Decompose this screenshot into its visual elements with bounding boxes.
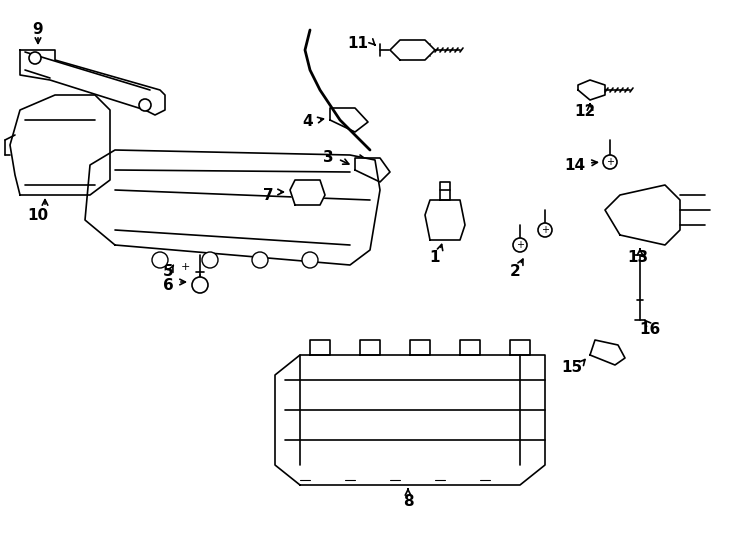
Text: 3: 3 [323, 151, 333, 165]
Polygon shape [460, 340, 480, 355]
Polygon shape [590, 340, 625, 365]
Circle shape [152, 252, 168, 268]
Polygon shape [440, 182, 450, 200]
Polygon shape [605, 185, 680, 245]
Text: 16: 16 [639, 322, 661, 338]
Polygon shape [578, 80, 605, 100]
Text: 11: 11 [347, 36, 368, 51]
Text: 7: 7 [263, 187, 273, 202]
Text: 14: 14 [564, 158, 586, 172]
Polygon shape [425, 200, 465, 240]
Circle shape [513, 238, 527, 252]
Polygon shape [85, 150, 380, 265]
Text: 1: 1 [429, 249, 440, 265]
Text: 12: 12 [575, 105, 595, 119]
Text: 5: 5 [163, 265, 173, 280]
Polygon shape [275, 355, 545, 485]
Circle shape [139, 99, 151, 111]
Text: 9: 9 [33, 23, 43, 37]
Text: +: + [181, 262, 189, 272]
Circle shape [202, 252, 218, 268]
Polygon shape [390, 40, 435, 60]
Text: 15: 15 [562, 360, 583, 375]
Text: 10: 10 [27, 207, 48, 222]
Text: +: + [541, 225, 549, 235]
Text: 13: 13 [628, 249, 649, 265]
Text: 8: 8 [403, 495, 413, 510]
Polygon shape [510, 340, 530, 355]
Circle shape [603, 155, 617, 169]
Circle shape [252, 252, 268, 268]
Text: +: + [606, 157, 614, 167]
Circle shape [29, 52, 41, 64]
Polygon shape [360, 340, 380, 355]
Polygon shape [10, 95, 110, 195]
Text: 2: 2 [509, 265, 520, 280]
Text: 4: 4 [302, 114, 313, 130]
Polygon shape [290, 180, 325, 205]
Circle shape [192, 277, 208, 293]
Polygon shape [20, 50, 165, 115]
Circle shape [538, 223, 552, 237]
Circle shape [302, 252, 318, 268]
Polygon shape [410, 340, 430, 355]
Polygon shape [330, 108, 368, 132]
Polygon shape [310, 340, 330, 355]
Text: +: + [516, 240, 524, 250]
Text: 6: 6 [163, 278, 173, 293]
Polygon shape [355, 158, 390, 182]
